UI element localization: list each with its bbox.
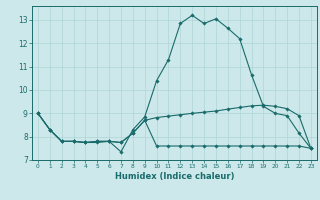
X-axis label: Humidex (Indice chaleur): Humidex (Indice chaleur) (115, 172, 234, 181)
